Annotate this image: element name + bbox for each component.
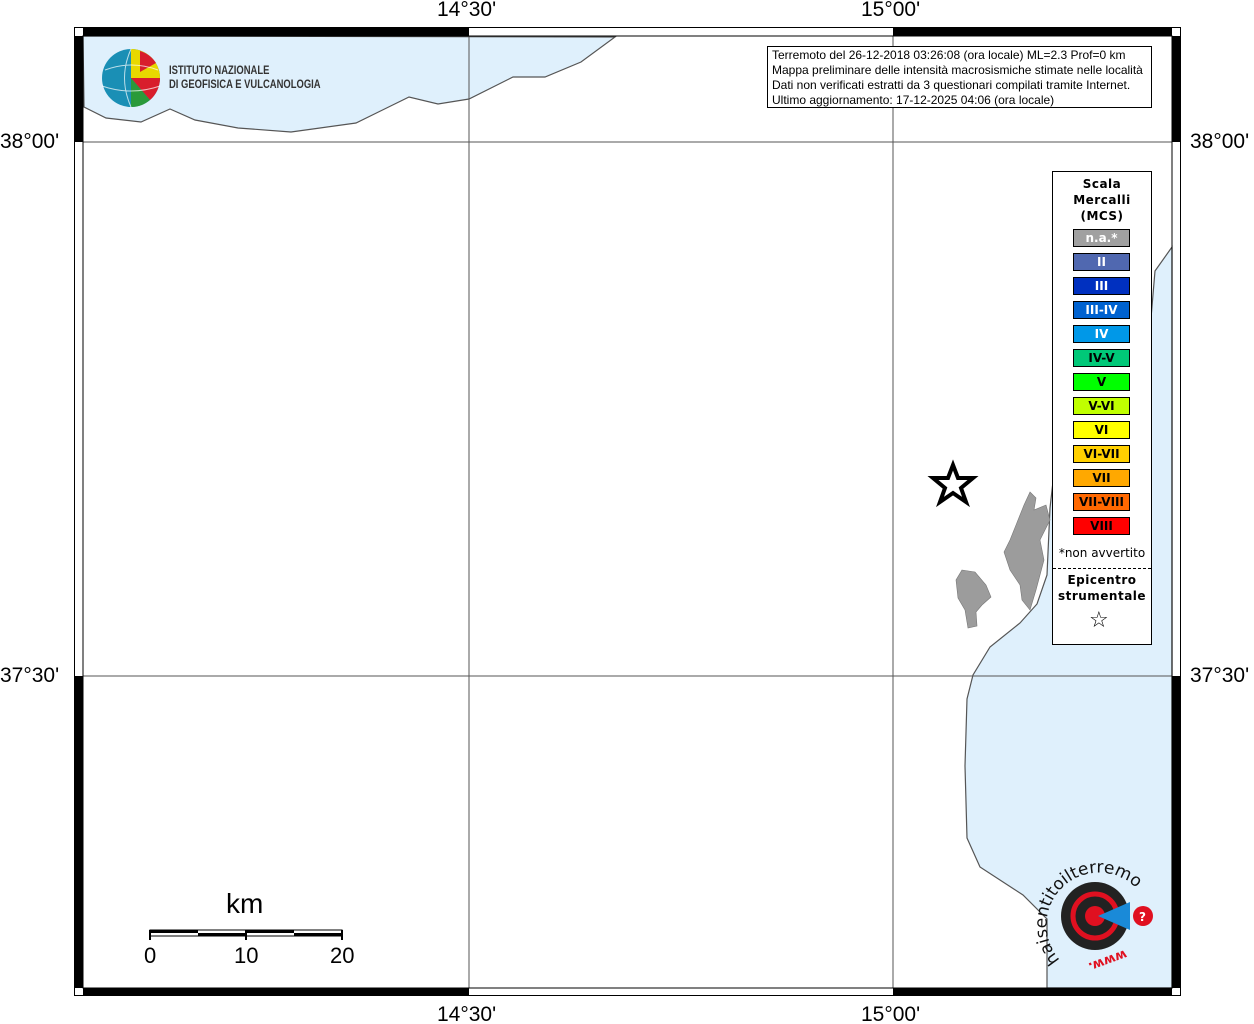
legend-title-3: (MCS) bbox=[1080, 209, 1124, 223]
ingv-line-2: DI GEOFISICA E VULCANOLOGIA bbox=[169, 79, 321, 91]
legend-level: VII bbox=[1073, 469, 1130, 487]
legend-level: II bbox=[1073, 253, 1130, 271]
legend-level: V-VI bbox=[1073, 397, 1130, 415]
lon-label-bottom-1430: 14°30' bbox=[437, 1003, 497, 1024]
info-line-3: Dati non verificati estratti da 3 questi… bbox=[772, 78, 1131, 92]
legend-level: n.a.* bbox=[1073, 229, 1130, 247]
epicenter-star-icon bbox=[927, 459, 979, 508]
lat-label-left-3730: 37°30' bbox=[0, 664, 60, 687]
event-info-box: Terremoto del 26-12-2018 03:26:08 (ora l… bbox=[767, 46, 1152, 108]
legend-title: Scala Mercalli (MCS) bbox=[1053, 176, 1151, 224]
legend-epicenter-1: Epicentro bbox=[1067, 573, 1137, 587]
legend-star-icon: ☆ bbox=[1089, 608, 1109, 633]
lon-label-top-1430: 14°30' bbox=[437, 0, 497, 21]
ingv-logo-text: ISTITUTO NAZIONALE DI GEOFISICA E VULCAN… bbox=[169, 64, 321, 92]
lat-label-right-3730: 37°30' bbox=[1190, 664, 1250, 687]
ingv-line-1: ISTITUTO NAZIONALE bbox=[169, 65, 270, 77]
legend-level: IV-V bbox=[1073, 349, 1130, 367]
lake-large bbox=[1003, 491, 1051, 611]
legend-level: IV bbox=[1073, 325, 1130, 343]
lake-small bbox=[955, 569, 992, 629]
mcs-legend: Scala Mercalli (MCS) n.a.* II III III-IV IV I… bbox=[1052, 171, 1152, 645]
lon-label-top-1500: 15°00' bbox=[861, 0, 921, 21]
scalebar-tick-10: 10 bbox=[234, 943, 259, 968]
legend-level: VIII bbox=[1073, 517, 1130, 535]
legend-title-2: Mercalli bbox=[1073, 193, 1131, 207]
sea-north bbox=[82, 35, 617, 133]
info-line-4: Ultimo aggiornamento: 17-12-2025 04:06 (… bbox=[772, 93, 1055, 107]
legend-level: VI-VII bbox=[1073, 445, 1130, 463]
legend-divider bbox=[1053, 568, 1151, 569]
legend-level: VII-VIII bbox=[1073, 493, 1130, 511]
svg-text:?: ? bbox=[1139, 910, 1146, 924]
legend-na-note: *non avvertito bbox=[1058, 546, 1146, 560]
legend-level: VI bbox=[1073, 421, 1130, 439]
info-line-1: Terremoto del 26-12-2018 03:26:08 (ora l… bbox=[772, 48, 1126, 62]
legend-title-1: Scala bbox=[1082, 177, 1122, 191]
graticule bbox=[83, 36, 1172, 988]
legend-epicenter-label: Epicentro strumentale bbox=[1053, 572, 1151, 604]
scalebar bbox=[149, 929, 343, 940]
ingv-globe-icon bbox=[101, 48, 161, 108]
legend-level: III bbox=[1073, 277, 1130, 295]
scalebar-tick-20: 20 bbox=[330, 943, 355, 968]
info-line-2: Mappa preliminare delle intensità macros… bbox=[772, 63, 1143, 77]
legend-epicenter-2: strumentale bbox=[1057, 589, 1147, 603]
scalebar-unit: km bbox=[226, 888, 264, 919]
lat-label-right-3800: 38°00' bbox=[1190, 130, 1250, 153]
lat-label-left-3800: 38°00' bbox=[0, 130, 60, 153]
map-frame bbox=[74, 27, 1181, 996]
lon-label-bottom-1500: 15°00' bbox=[861, 1003, 921, 1024]
legend-level: V bbox=[1073, 373, 1130, 391]
scalebar-tick-0: 0 bbox=[144, 943, 157, 968]
legend-level: III-IV bbox=[1073, 301, 1130, 319]
